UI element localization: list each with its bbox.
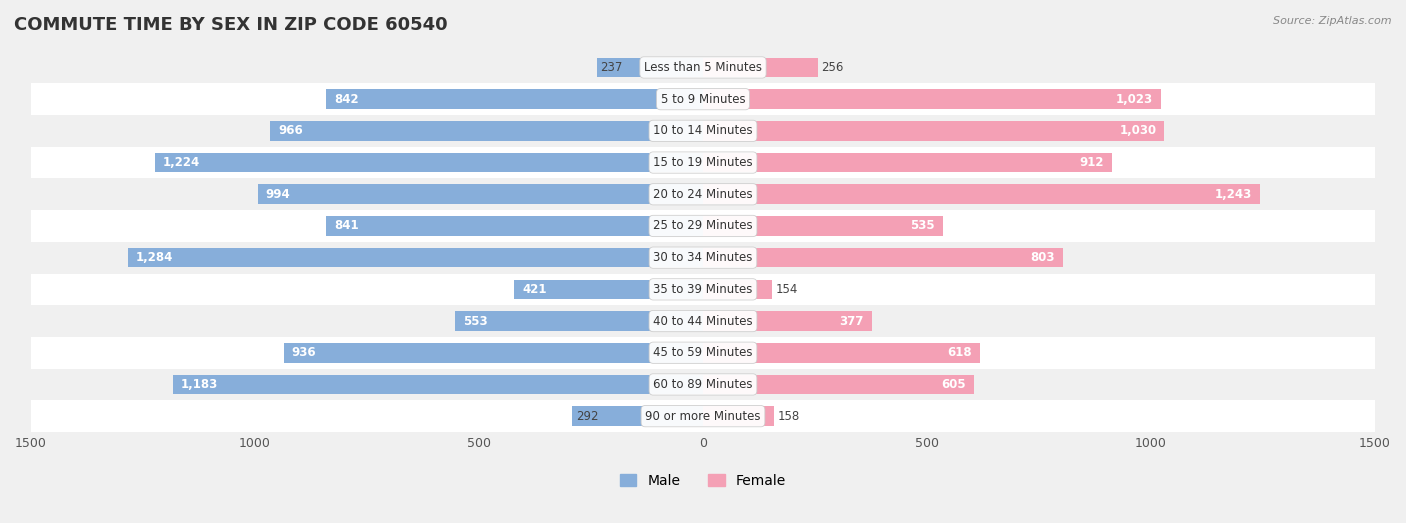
Text: 20 to 24 Minutes: 20 to 24 Minutes <box>654 188 752 201</box>
Bar <box>703 216 942 236</box>
Bar <box>703 153 1112 173</box>
Text: 1,284: 1,284 <box>136 251 173 264</box>
Bar <box>703 248 1063 267</box>
Text: 90 or more Minutes: 90 or more Minutes <box>645 410 761 423</box>
Text: 1,243: 1,243 <box>1215 188 1251 201</box>
Bar <box>31 178 1375 210</box>
Bar <box>703 374 974 394</box>
Bar <box>326 216 703 236</box>
Bar <box>703 89 1161 109</box>
Bar <box>173 374 703 394</box>
Text: 1,023: 1,023 <box>1116 93 1153 106</box>
Text: 292: 292 <box>575 410 599 423</box>
Text: 154: 154 <box>776 283 799 296</box>
Text: 421: 421 <box>523 283 547 296</box>
Bar <box>703 311 872 331</box>
Bar <box>572 406 703 426</box>
Bar <box>703 279 772 299</box>
Text: 994: 994 <box>266 188 291 201</box>
Text: 605: 605 <box>942 378 966 391</box>
Text: 912: 912 <box>1078 156 1104 169</box>
Text: 1,183: 1,183 <box>181 378 218 391</box>
Text: COMMUTE TIME BY SEX IN ZIP CODE 60540: COMMUTE TIME BY SEX IN ZIP CODE 60540 <box>14 16 447 33</box>
Text: 60 to 89 Minutes: 60 to 89 Minutes <box>654 378 752 391</box>
Bar <box>270 121 703 141</box>
Text: 40 to 44 Minutes: 40 to 44 Minutes <box>654 314 752 327</box>
Bar <box>31 147 1375 178</box>
Text: 256: 256 <box>821 61 844 74</box>
Text: Source: ZipAtlas.com: Source: ZipAtlas.com <box>1274 16 1392 26</box>
Bar <box>31 369 1375 400</box>
Text: 5 to 9 Minutes: 5 to 9 Minutes <box>661 93 745 106</box>
Text: 936: 936 <box>291 346 316 359</box>
Text: Less than 5 Minutes: Less than 5 Minutes <box>644 61 762 74</box>
Text: 45 to 59 Minutes: 45 to 59 Minutes <box>654 346 752 359</box>
Text: 15 to 19 Minutes: 15 to 19 Minutes <box>654 156 752 169</box>
Bar <box>703 58 818 77</box>
Bar <box>31 115 1375 147</box>
Text: 553: 553 <box>464 314 488 327</box>
Bar <box>596 58 703 77</box>
Legend: Male, Female: Male, Female <box>614 469 792 494</box>
Bar <box>456 311 703 331</box>
Text: 158: 158 <box>778 410 800 423</box>
Bar <box>257 185 703 204</box>
Text: 841: 841 <box>335 220 359 232</box>
Bar <box>31 305 1375 337</box>
Bar <box>31 52 1375 83</box>
Text: 803: 803 <box>1031 251 1054 264</box>
Text: 618: 618 <box>948 346 972 359</box>
Bar <box>703 121 1164 141</box>
Text: 966: 966 <box>278 124 304 138</box>
Text: 35 to 39 Minutes: 35 to 39 Minutes <box>654 283 752 296</box>
Bar <box>128 248 703 267</box>
Text: 842: 842 <box>333 93 359 106</box>
Text: 1,224: 1,224 <box>163 156 200 169</box>
Bar <box>515 279 703 299</box>
Text: 1,030: 1,030 <box>1119 124 1156 138</box>
Bar <box>31 337 1375 369</box>
Text: 25 to 29 Minutes: 25 to 29 Minutes <box>654 220 752 232</box>
Bar <box>31 210 1375 242</box>
Bar <box>31 274 1375 305</box>
Text: 535: 535 <box>910 220 935 232</box>
Text: 237: 237 <box>600 61 623 74</box>
Bar <box>284 343 703 362</box>
Bar <box>703 406 773 426</box>
Bar <box>31 242 1375 274</box>
Bar <box>31 400 1375 432</box>
Text: 10 to 14 Minutes: 10 to 14 Minutes <box>654 124 752 138</box>
Text: 377: 377 <box>839 314 863 327</box>
Bar <box>703 343 980 362</box>
Bar <box>31 83 1375 115</box>
Bar <box>326 89 703 109</box>
Text: 30 to 34 Minutes: 30 to 34 Minutes <box>654 251 752 264</box>
Bar <box>155 153 703 173</box>
Bar <box>703 185 1260 204</box>
